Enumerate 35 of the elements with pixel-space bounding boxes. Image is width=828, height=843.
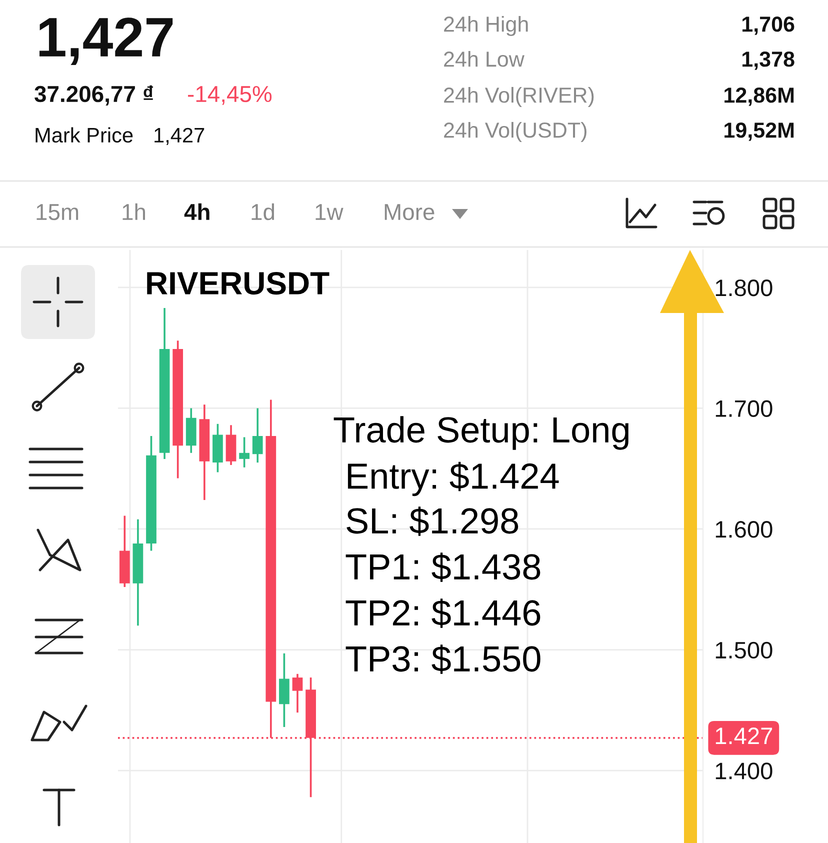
y-tick-label: 1.800 (716, 280, 772, 296)
text: Mark Price (36, 127, 133, 143)
text: RIVERUSDT (147, 272, 330, 295)
y-tick-label: 1.600 (716, 521, 772, 538)
candlestick (292, 673, 303, 714)
text: 24h Low (444, 50, 524, 67)
text: 1,378 (742, 52, 794, 70)
text: -14,45% (188, 86, 272, 105)
annotation: TP3: $1.550 (346, 644, 540, 674)
text: 24h High (444, 16, 528, 36)
annotation: SL: $1.298 (346, 506, 518, 536)
annotation: TP1: $1.438 (346, 552, 540, 582)
text: 15m (36, 204, 78, 220)
annotation: Trade Setup: Long (334, 416, 628, 450)
text: 4h (184, 203, 210, 220)
text: 1,706 (742, 16, 794, 35)
text: 1,427 (40, 18, 173, 65)
text: 1d (252, 203, 274, 220)
annotation: Entry: $1.424 (348, 462, 559, 496)
text: 1w (316, 204, 344, 220)
y-tick-label: 1.400 (716, 762, 772, 780)
text: More (384, 204, 434, 220)
annotation: TP2: $1.446 (346, 598, 540, 628)
text: 19,52M (724, 122, 794, 141)
text: 24h Vol(RIVER) (444, 86, 594, 108)
text: 12,86M (724, 88, 794, 106)
candlestick (239, 436, 250, 468)
ref-line-label: 1.427 (716, 728, 772, 744)
y-tick-label: 1.500 (716, 642, 772, 659)
y-tick-label: 1.700 (716, 400, 772, 417)
text: 1h (122, 203, 146, 220)
text: 1,427 (154, 128, 204, 146)
text: 37.206,77 ₫ (34, 85, 153, 106)
candlestick (252, 407, 263, 464)
text: 24h Vol(USDT) (444, 122, 586, 142)
